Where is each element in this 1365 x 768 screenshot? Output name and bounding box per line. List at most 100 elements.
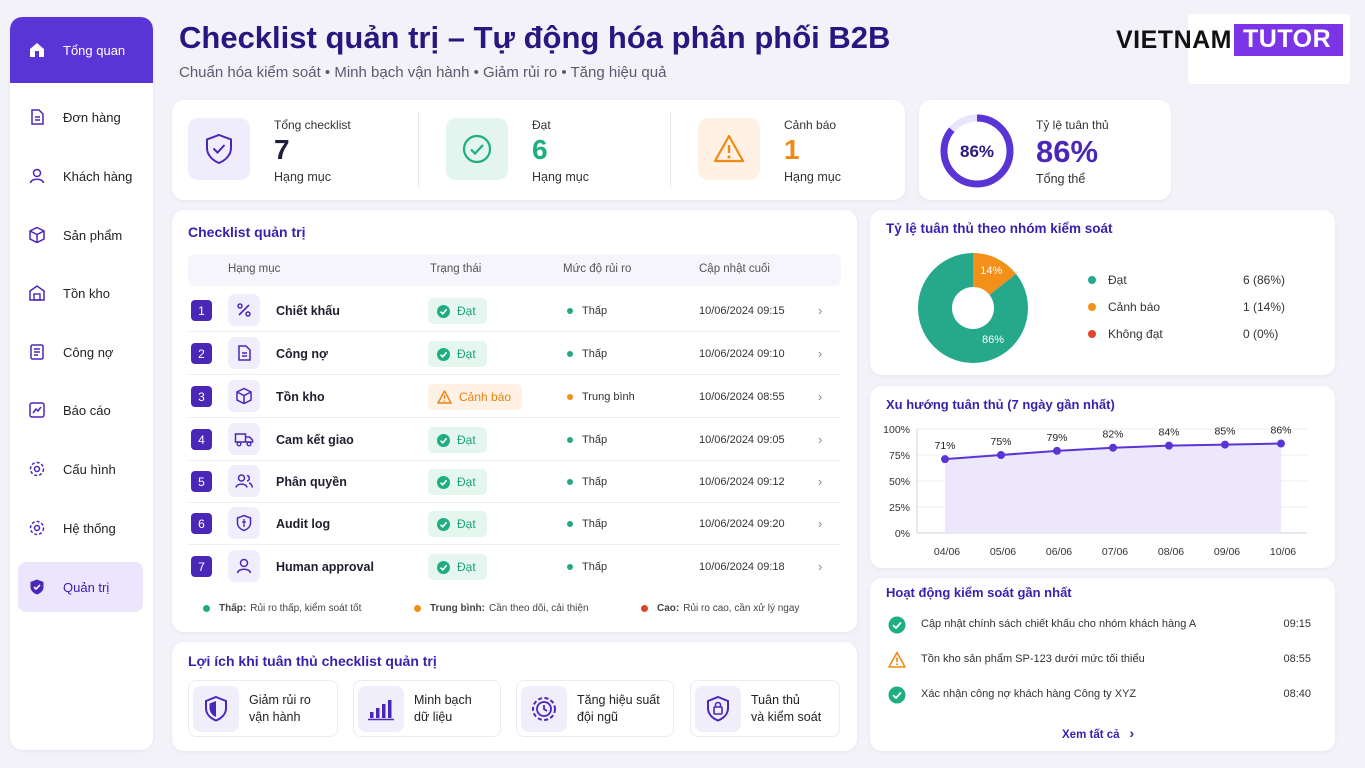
x-tick-label: 04/06 (934, 546, 960, 558)
table-row[interactable]: 3 Tồn kho Cảnh báo Trung bình 10/06/2024 08:… (188, 376, 841, 418)
benefit-text: Minh bạch dữ liệu (414, 693, 472, 724)
table-row[interactable]: 1 Chiết khấu Đạt Thấp 10/06/2024 09:15 › (188, 290, 841, 332)
stat-label: Đạt (532, 118, 551, 132)
sidebar-item-inventory[interactable]: Tồn kho (10, 268, 153, 318)
table-row[interactable]: 6 Audit log Đạt Thấp 10/06/2024 09:20 › (188, 503, 841, 545)
data-point (1109, 443, 1117, 452)
ledger-icon (27, 342, 47, 362)
stat-unit: Hạng mục (784, 170, 841, 184)
slice-label: 14% (980, 265, 1002, 277)
legend-key: Thấp: (219, 603, 247, 614)
table-row[interactable]: 4 Cam kết giao Đạt Thấp 10/06/2024 09:05 › (188, 419, 841, 461)
page-subtitle: Chuẩn hóa kiểm soát • Minh bạch vận hành… (179, 64, 667, 81)
sidebar-item-orders[interactable]: Đơn hàng (10, 92, 153, 142)
status-text: Cảnh báo (459, 390, 512, 404)
row-name: Tồn kho (276, 390, 325, 404)
sidebar-item-admin[interactable]: Quản trị (18, 562, 143, 612)
row-number: 4 (191, 429, 212, 450)
row-name: Audit log (276, 517, 331, 531)
chevron-right-icon[interactable]: › (818, 559, 823, 574)
row-updated: 10/06/2024 09:18 (699, 561, 785, 573)
slice-label: 86% (982, 334, 1004, 346)
sidebar-item-label: Công nợ (63, 344, 114, 360)
chevron-right-icon[interactable]: › (818, 346, 823, 361)
risk-dot (567, 521, 573, 527)
risk-level: Thấp (567, 348, 607, 360)
benefits-title: Lợi ích khi tuân thủ checklist quản trị (188, 653, 437, 669)
row-number: 1 (191, 300, 212, 321)
risk-text: Trung bình (582, 391, 635, 403)
view-all-label: Xem tất cả (1062, 729, 1120, 741)
benefit-text: Tăng hiệu suất đội ngũ (577, 693, 660, 724)
stat-unit: Hạng mục (532, 170, 589, 184)
users-icon (228, 465, 260, 497)
activity-item[interactable]: Tồn kho sản phẩm SP-123 dưới mức tối thi… (888, 647, 1313, 673)
legend-label: Đạt (1108, 273, 1127, 287)
table-row[interactable]: 5 Phân quyền Đạt Thấp 10/06/2024 09:12 › (188, 461, 841, 503)
home-icon (27, 40, 47, 60)
page-title: Checklist quản trị – Tự động hóa phân ph… (179, 20, 891, 55)
legend-dot (641, 605, 648, 612)
chevron-right-icon[interactable]: › (818, 474, 823, 489)
activity-text: Tồn kho sản phẩm SP-123 dưới mức tối thi… (921, 653, 1145, 665)
row-updated: 10/06/2024 09:20 (699, 518, 785, 530)
benefit-risk: Giảm rủi ro vận hành (188, 680, 338, 737)
view-all-link[interactable]: Xem tất cả › (1062, 725, 1134, 741)
sidebar-item-customers[interactable]: Khách hàng (10, 151, 153, 201)
risk-text: Thấp (582, 434, 608, 446)
column-header-updated: Cập nhật cuối (699, 263, 770, 275)
check-circle-icon (437, 560, 450, 574)
logo-badge: TUTOR (1234, 24, 1344, 56)
stat-value: 7 (274, 134, 290, 165)
table-header (188, 254, 841, 286)
chevron-right-icon[interactable]: › (818, 432, 823, 447)
activity-card (870, 578, 1335, 751)
row-name: Cam kết giao (276, 433, 354, 447)
brand-logo: VIETNAM TUTOR (1116, 14, 1350, 84)
activity-text: Cập nhật chính sách chiết khấu cho nhóm … (921, 618, 1197, 630)
x-tick-label: 09/06 (1214, 546, 1240, 558)
data-label: 85% (1214, 426, 1235, 438)
logo-text: VIETNAM (1116, 26, 1232, 54)
chevron-right-icon[interactable]: › (818, 303, 823, 318)
y-tick-label: 25% (889, 502, 910, 514)
column-header-risk: Mức độ rủi ro (563, 263, 632, 275)
shield-check-icon (188, 118, 250, 180)
sidebar-item-products[interactable]: Sản phẩm (10, 210, 153, 260)
status-badge: Đạt (428, 511, 487, 537)
risk-text: Thấp (582, 348, 608, 360)
risk-text: Thấp (582, 476, 608, 488)
data-label: 71% (934, 440, 955, 452)
sidebar-item-overview[interactable]: Tổng quan (10, 17, 153, 83)
activity-item[interactable]: Xác nhận công nợ khách hàng Công ty XYZ … (888, 682, 1313, 708)
risk-level: Thấp (567, 561, 607, 573)
sidebar-item-system[interactable]: Hệ thống (10, 503, 153, 553)
table-row[interactable]: 7 Human approval Đạt Thấp 10/06/2024 09:18 › (188, 546, 841, 588)
chevron-right-icon[interactable]: › (818, 389, 823, 404)
box-icon (27, 225, 47, 245)
compliance-donut-chart: 86% 14% (918, 253, 1028, 363)
risk-level: Thấp (567, 518, 607, 530)
table-row[interactable]: 2 Công nợ Đạt Thấp 10/06/2024 09:10 › (188, 333, 841, 375)
lock-shield-icon (695, 686, 741, 732)
sidebar-item-reports[interactable]: Báo cáo (10, 385, 153, 435)
row-name: Phân quyền (276, 475, 347, 489)
activity-item[interactable]: Cập nhật chính sách chiết khấu cho nhóm … (888, 612, 1313, 638)
chevron-right-icon[interactable]: › (818, 516, 823, 531)
sidebar-item-debts[interactable]: Công nợ (10, 327, 153, 377)
sidebar-item-label: Cấu hình (63, 461, 116, 477)
data-point (997, 451, 1005, 459)
sidebar-item-config[interactable]: Cấu hình (10, 444, 153, 494)
stat-value: 6 (532, 134, 548, 165)
bar-chart-icon (358, 686, 404, 732)
legend-value: 1 (14%) (1243, 300, 1286, 314)
shield-icon (193, 686, 239, 732)
order-icon (27, 107, 47, 127)
legend-text: Rủi ro cao, cần xử lý ngay (683, 603, 800, 614)
data-point (941, 455, 949, 464)
status-badge: Đạt (428, 554, 487, 580)
trend-area-chart: 0% 25% 50% 75% 100% 71% 04/06 75% 05/06 79% 06/06 8… (883, 424, 1307, 558)
risk-legend-medium: Trung bình: Cần theo dõi, cải thiện (414, 603, 589, 614)
trend-title: Xu hướng tuân thủ (7 ngày gần nhất) (886, 397, 1115, 412)
divider (670, 112, 671, 187)
